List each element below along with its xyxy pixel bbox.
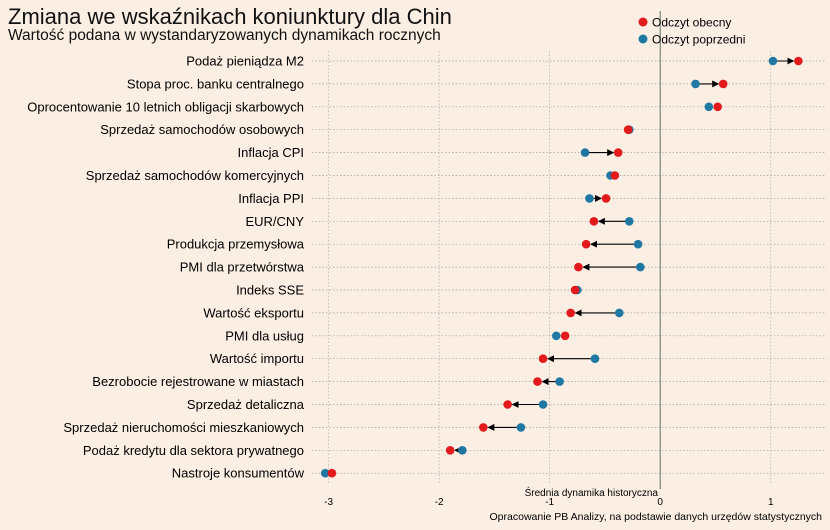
previous-reading-dot: [551, 331, 561, 341]
current-reading-dot: [327, 468, 337, 478]
previous-reading-dot: [590, 354, 600, 364]
category-label: Wartość importu: [210, 351, 304, 366]
category-label: Inflacja PPI: [238, 191, 304, 206]
x-tick-label: 1: [768, 497, 774, 508]
category-label: Podaż kredytu dla sektora prywatnego: [83, 443, 304, 458]
current-reading-dot: [613, 148, 623, 157]
previous-reading-dot: [614, 308, 624, 318]
current-reading-dot: [581, 239, 591, 249]
current-reading-dot: [574, 262, 583, 272]
category-label: Indeks SSE: [236, 283, 304, 298]
previous-reading-dot: [538, 400, 548, 409]
category-label: Sprzedaż samochodów komercyjnych: [86, 168, 304, 183]
category-label: EUR/CNY: [245, 214, 304, 229]
category-label: Sprzedaż nieruchomości mieszkaniowych: [63, 420, 304, 435]
legend-previous-marker: [638, 34, 648, 44]
x-tick-label: -3: [324, 497, 333, 508]
current-reading-dot: [560, 331, 570, 341]
previous-reading-dot: [516, 423, 526, 432]
category-label: Sprzedaż samochodów osobowych: [100, 122, 304, 137]
category-label: Stopa proc. banku centralnego: [127, 76, 304, 91]
legend-current-label: Odczyt obecny: [652, 16, 731, 30]
category-label: Nastroje konsumentów: [172, 466, 305, 481]
current-reading-dot: [479, 423, 488, 432]
x-tick-label: 0: [657, 497, 663, 508]
current-reading-dot: [570, 285, 580, 295]
current-reading-dot: [533, 377, 542, 386]
previous-reading-dot: [704, 102, 714, 112]
category-label: Bezrobocie rejestrowane w miastach: [92, 374, 304, 389]
current-reading-dot: [538, 354, 548, 364]
previous-reading-dot: [691, 79, 700, 89]
category-label: Podaż pieniądza M2: [186, 54, 304, 69]
chart-title: Zmiana we wskaźnikach koniunktury dla Ch…: [8, 4, 452, 29]
category-label: PMI dla usług: [225, 328, 304, 343]
category-label: PMI dla przetwórstwa: [180, 260, 305, 275]
current-reading-dot: [503, 400, 512, 409]
category-label: Inflacja CPI: [238, 145, 304, 160]
category-label: Wartość eksportu: [203, 305, 304, 320]
category-label: Produkcja przemysłowa: [167, 237, 305, 252]
legend-previous-label: Odczyt poprzedni: [652, 33, 745, 47]
source-caption: Opracowanie PB Analizy, na podstawie dan…: [490, 511, 823, 523]
current-reading-dot: [566, 308, 575, 318]
current-reading-dot: [589, 217, 599, 226]
current-reading-dot: [601, 194, 611, 203]
previous-reading-dot: [585, 194, 594, 203]
current-reading-dot: [713, 102, 722, 112]
previous-reading-dot: [635, 262, 645, 272]
current-reading-dot: [445, 446, 455, 455]
previous-reading-dot: [458, 446, 467, 455]
previous-reading-dot: [580, 148, 590, 157]
previous-reading-dot: [768, 56, 778, 66]
current-reading-dot: [610, 171, 620, 180]
previous-reading-dot: [624, 217, 634, 226]
current-reading-dot: [794, 56, 803, 66]
previous-reading-dot: [633, 239, 643, 249]
previous-reading-dot: [555, 377, 564, 386]
chart-subtitle: Wartość podana w wystandaryzowanych dyna…: [8, 27, 441, 44]
current-reading-dot: [623, 125, 633, 134]
previous-reading-dot: [320, 468, 330, 478]
category-label: Sprzedaż detaliczna: [187, 397, 305, 412]
legend-current-marker: [638, 17, 648, 27]
category-label: Oprocentowanie 10 letnich obligacji skar…: [27, 99, 304, 114]
x-tick-label: -2: [435, 497, 444, 508]
current-reading-dot: [718, 79, 728, 89]
x-tick-label: -1: [545, 497, 554, 508]
x-axis-label: Średnia dynamika historyczna: [525, 486, 659, 499]
